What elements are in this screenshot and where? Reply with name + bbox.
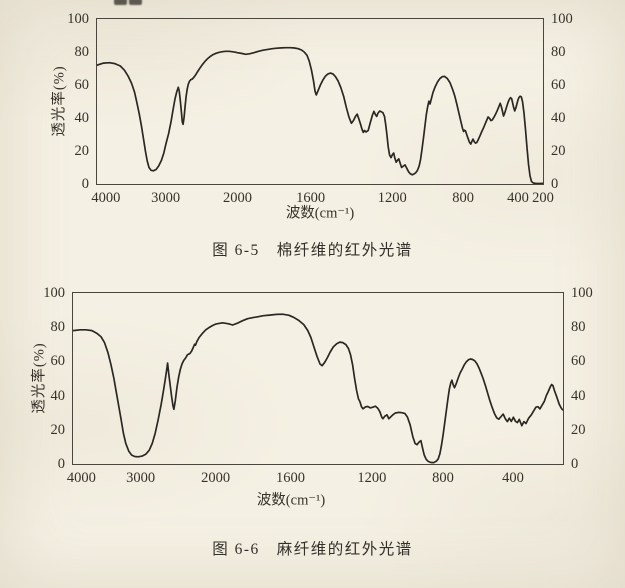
y-axis-title: 透光率(%): [31, 342, 48, 414]
y-tick-label-right: 20: [571, 421, 586, 438]
y-tick-label-left: 0: [81, 175, 89, 192]
y-tick-label-right: 0: [551, 175, 559, 192]
y-tick-label-left: 40: [50, 387, 66, 404]
y-tick-label-right: 40: [551, 109, 566, 126]
y-tick-label-right: 80: [571, 318, 586, 335]
y-tick-label-right: 20: [551, 142, 566, 159]
figure-caption: 图 6-6 麻纤维的红外光谱: [212, 541, 413, 558]
x-tick-label: 1200: [377, 190, 407, 206]
spectrum-chart-cotton: [97, 46, 543, 184]
x-tick-label: 400: [502, 470, 524, 486]
x-tick-label: 200: [532, 190, 554, 206]
y-tick-label-left: 60: [50, 353, 66, 370]
x-tick-label: 1600: [296, 190, 326, 206]
x-tick-label: 800: [432, 470, 454, 486]
x-tick-label: 2000: [201, 470, 231, 486]
x-tick-label: 400: [507, 190, 529, 206]
y-axis-title: 透光率(%): [51, 65, 68, 137]
x-tick-label: 3000: [151, 190, 181, 206]
spectrum-curve-hemp: [73, 313, 563, 464]
y-tick-label-left: 20: [74, 142, 90, 159]
x-tick-label: 800: [452, 190, 475, 206]
y-tick-label-left: 0: [57, 455, 65, 472]
spectrum-curve-cotton: [97, 46, 543, 184]
y-tick-label-left: 20: [50, 421, 66, 438]
plot-area-hemp: [72, 292, 564, 465]
plot-area-cotton: [96, 18, 544, 185]
y-tick-label-left: 100: [67, 10, 89, 27]
y-tick-label-left: 40: [74, 109, 90, 126]
y-tick-label-right: 60: [551, 76, 566, 93]
x-tick-label: 1600: [276, 470, 306, 486]
y-tick-label-right: 100: [551, 10, 573, 27]
y-tick-label-right: 0: [571, 455, 579, 472]
x-axis-title: 波数(cm⁻¹): [256, 492, 326, 509]
x-tick-label: 2000: [222, 190, 252, 206]
y-tick-label-left: 60: [74, 76, 90, 93]
y-tick-label-right: 60: [571, 353, 586, 370]
x-tick-label: 4000: [91, 190, 121, 206]
x-tick-label: 4000: [66, 470, 96, 486]
figure-caption: 图 6-5 棉纤维的红外光谱: [212, 242, 413, 259]
scan-artifact: [114, 0, 127, 5]
y-tick-label-left: 100: [43, 284, 65, 301]
y-tick-label-right: 100: [571, 284, 593, 301]
spectrum-chart-hemp: [73, 313, 563, 464]
x-tick-label: 3000: [126, 470, 156, 486]
y-tick-label-left: 80: [74, 43, 90, 60]
y-tick-label-right: 80: [551, 43, 566, 60]
x-tick-label: 1200: [357, 470, 387, 486]
y-tick-label-right: 40: [571, 387, 586, 404]
y-tick-label-left: 80: [50, 318, 66, 335]
x-axis-title: 波数(cm⁻¹): [285, 205, 355, 222]
